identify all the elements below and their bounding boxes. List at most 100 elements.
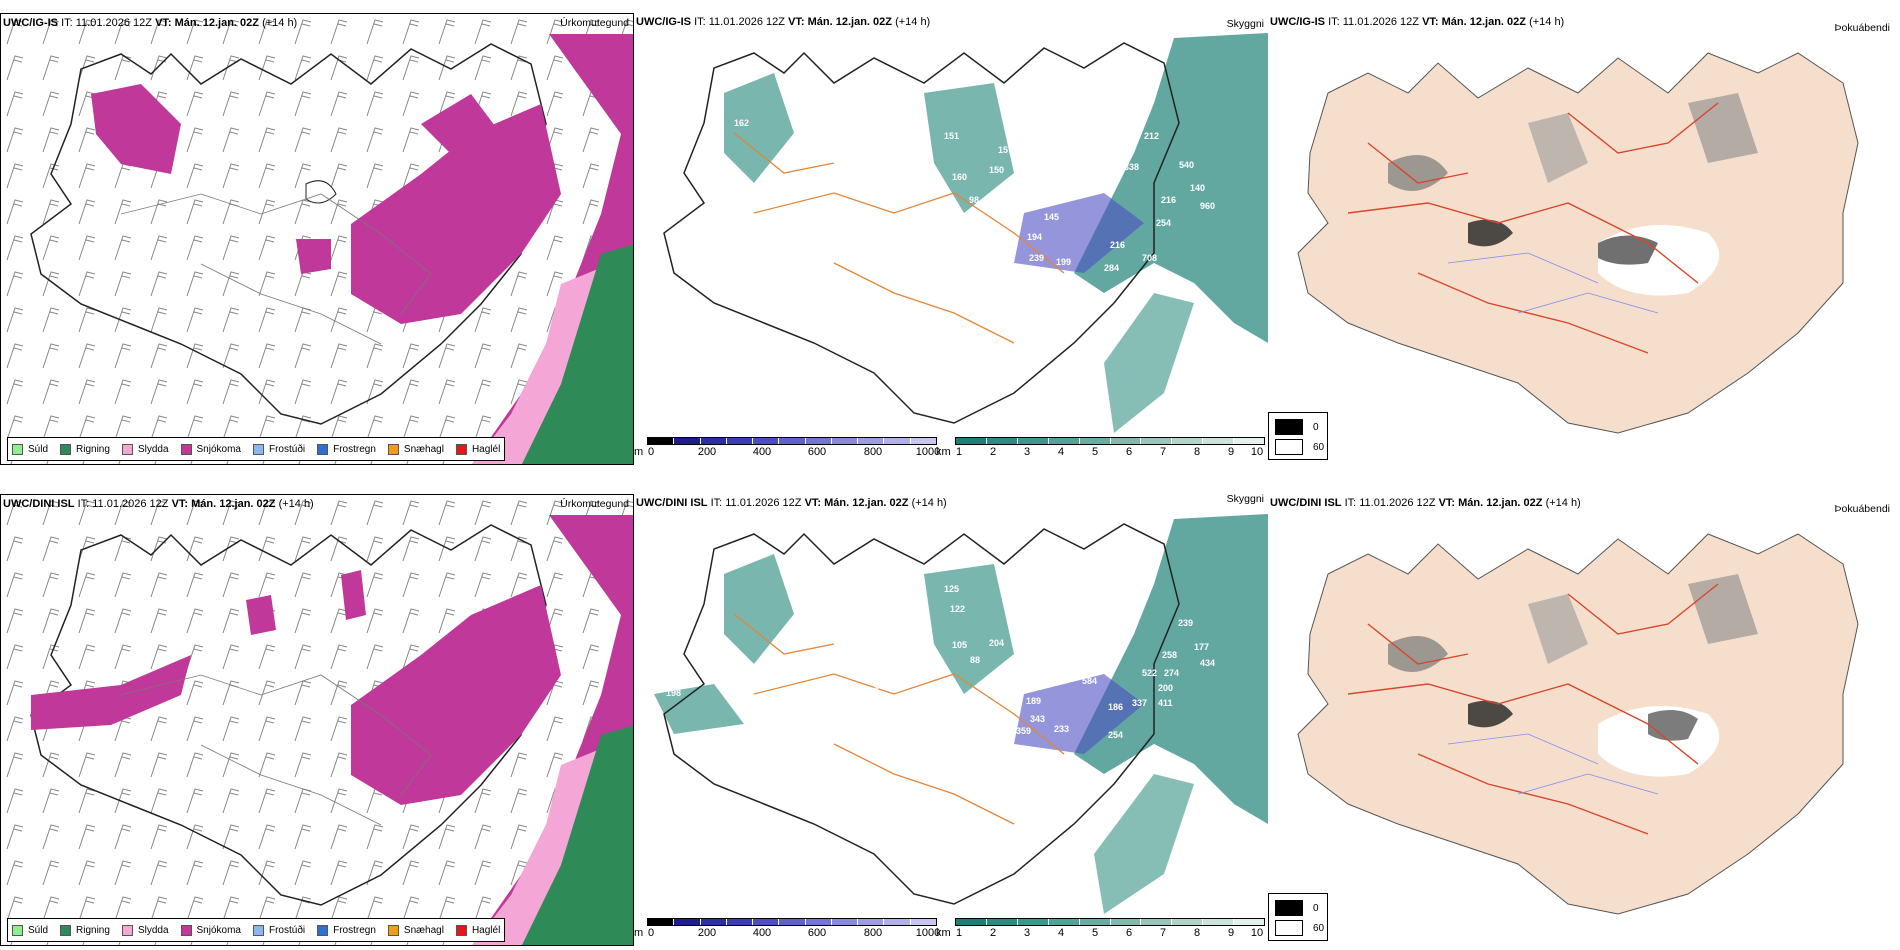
fog-swatch-low [1275, 439, 1303, 455]
cloud-label: 151 [944, 131, 959, 141]
cbar-cell [1079, 438, 1111, 444]
colorbar-tick: 5 [1091, 446, 1099, 458]
precip-legend: Súld Rigning Slydda Snjókoma Frostúði Fr… [7, 918, 506, 942]
cloud-label: 127 [864, 686, 879, 696]
cbar-cell [884, 919, 911, 925]
cloud-label: 284 [1104, 263, 1119, 273]
colorbar-tick: 7 [1159, 446, 1167, 458]
legend-item: Rigning [60, 443, 110, 455]
fog-panel-2: UWC/DINI ISL IT: 11.01.2026 12Z VT: Mán.… [1268, 494, 1900, 946]
cbar-cell [831, 438, 859, 444]
cloud-label: 212 [1144, 131, 1159, 141]
cloud-base-colorbar-2: m 0 200 400 600 800 1000 [634, 918, 940, 940]
cloud-label: 150 [989, 165, 1004, 175]
cloud-label: 189 [1026, 696, 1041, 706]
cloud-label: 254 [1108, 730, 1123, 740]
cloud-label: 121 [942, 693, 957, 703]
legend-swatch [387, 924, 399, 936]
cloud-label: 99 [898, 240, 908, 250]
panel-title: UWC/IG-IS IT: 11.01.2026 12Z VT: Mán. 12… [636, 16, 931, 28]
cloud-label: 617 [889, 619, 904, 629]
legend-swatch [455, 924, 467, 936]
legend-item: Rigning [60, 924, 110, 936]
cloud-base-labels-1: 162 220 102 99 86 151 160 150 157 98 413… [734, 118, 1215, 277]
colorbar-tick: 3 [1023, 446, 1031, 458]
cloud-label: 216 [1161, 195, 1176, 205]
cloud-label: 194 [1027, 232, 1042, 242]
panel-title: UWC/DINI ISL IT: 11.01.2026 12Z VT: Mán.… [3, 498, 314, 510]
legend-swatch [455, 443, 467, 455]
cloud-label: 960 [1200, 201, 1215, 211]
colorbar-tick: 6 [1125, 446, 1133, 458]
cbar-cell [700, 919, 727, 925]
cbar-cell [1234, 919, 1265, 925]
cloud-label: 434 [1200, 658, 1215, 668]
legend-item: Snæhagl [387, 443, 444, 455]
panel-title: UWC/DINI ISL IT: 11.01.2026 12Z VT: Mán.… [636, 497, 947, 509]
cloud-label: 102 [946, 245, 961, 255]
colorbar [955, 918, 1265, 926]
colorbar-tick: 10 [1250, 927, 1264, 939]
colorbar-tick: 600 [807, 446, 827, 458]
cbar-cell [1172, 919, 1204, 925]
colorbar [647, 918, 937, 926]
cloud-label: 708 [1142, 253, 1157, 263]
legend-item: Snjókoma [180, 443, 241, 455]
precip-legend: Súld Rigning Slydda Snjókoma Frostúði Fr… [7, 437, 506, 461]
cloud-base-labels-2: 381 310 198 196 127 121 617 125 122 105 … [666, 583, 1215, 740]
cloud-label: 163 [995, 715, 1010, 725]
colorbar-tick: 2 [989, 446, 997, 458]
cloud-label: 584 [1082, 676, 1097, 686]
colorbar-tick: 2 [989, 927, 997, 939]
colorbar-tick: 1000 [915, 446, 941, 458]
cloud-label: 145 [1044, 212, 1059, 222]
cloud-label: 203 [1042, 652, 1057, 662]
fog-legend-2: 0 60 [1268, 893, 1328, 941]
cbar-cell [858, 919, 885, 925]
cbar-cell [910, 919, 936, 925]
legend-item: Haglél [455, 443, 500, 455]
cbar-cell [1048, 438, 1080, 444]
cbar-cell [648, 438, 675, 444]
legend-swatch [60, 443, 72, 455]
cloud-label: 160 [952, 172, 967, 182]
cbar-cell [805, 919, 832, 925]
legend-swatch [387, 443, 399, 455]
cloud-label: 216 [1110, 240, 1125, 250]
precip-type-panel-1: UWC/IG-IS IT: 11.01.2026 12Z VT: Mán. 12… [0, 13, 634, 465]
cloud-label: 125 [944, 584, 959, 594]
visibility-map: 381 310 198 196 127 121 617 125 122 105 … [654, 514, 1268, 914]
cloud-label: 477 [1088, 583, 1103, 593]
cbar-cell [1017, 438, 1049, 444]
colorbar-unit: m [634, 927, 644, 939]
colorbar-tick: 200 [697, 446, 717, 458]
panel-type-label: Skyggni [1226, 18, 1264, 30]
visibility-panel-1: UWC/IG-IS IT: 11.01.2026 12Z VT: Mán. 12… [634, 13, 1268, 465]
cloud-label: 540 [1179, 160, 1194, 170]
iceland-coast [1297, 52, 1859, 434]
cbar-cell [1110, 438, 1142, 444]
legend-swatch [252, 443, 264, 455]
colorbar-tick: 0 [647, 446, 655, 458]
panel-title: UWC/IG-IS IT: 11.01.2026 12Z VT: Mán. 12… [1270, 16, 1565, 28]
cbar-cell [956, 919, 987, 925]
colorbar-tick: 800 [863, 446, 883, 458]
colorbar-tick: 0 [647, 927, 655, 939]
colorbar-tick: 4 [1057, 927, 1065, 939]
cbar-cell [648, 919, 675, 925]
cbar-cell [831, 919, 859, 925]
cloud-label: 118 [994, 250, 1009, 260]
colorbar-tick: 4 [1057, 446, 1065, 458]
precip-type-panel-2: UWC/DINI ISL IT: 11.01.2026 12Z VT: Mán.… [0, 494, 634, 946]
fog-swatch-low [1275, 920, 1303, 936]
cloud-label: 522 [1142, 668, 1157, 678]
colorbar-tick: 9 [1227, 446, 1235, 458]
colorbar-unit: m [634, 446, 644, 458]
colorbar-tick: 400 [752, 927, 772, 939]
cloud-base-colorbar-1: m 0 200 400 600 800 1000 [634, 437, 941, 459]
cloud-label: 177 [1194, 642, 1209, 652]
cbar-cell [700, 438, 727, 444]
cloud-label: 337 [1132, 698, 1147, 708]
cbar-cell [986, 438, 1018, 444]
cloud-label: 359 [1016, 726, 1031, 736]
